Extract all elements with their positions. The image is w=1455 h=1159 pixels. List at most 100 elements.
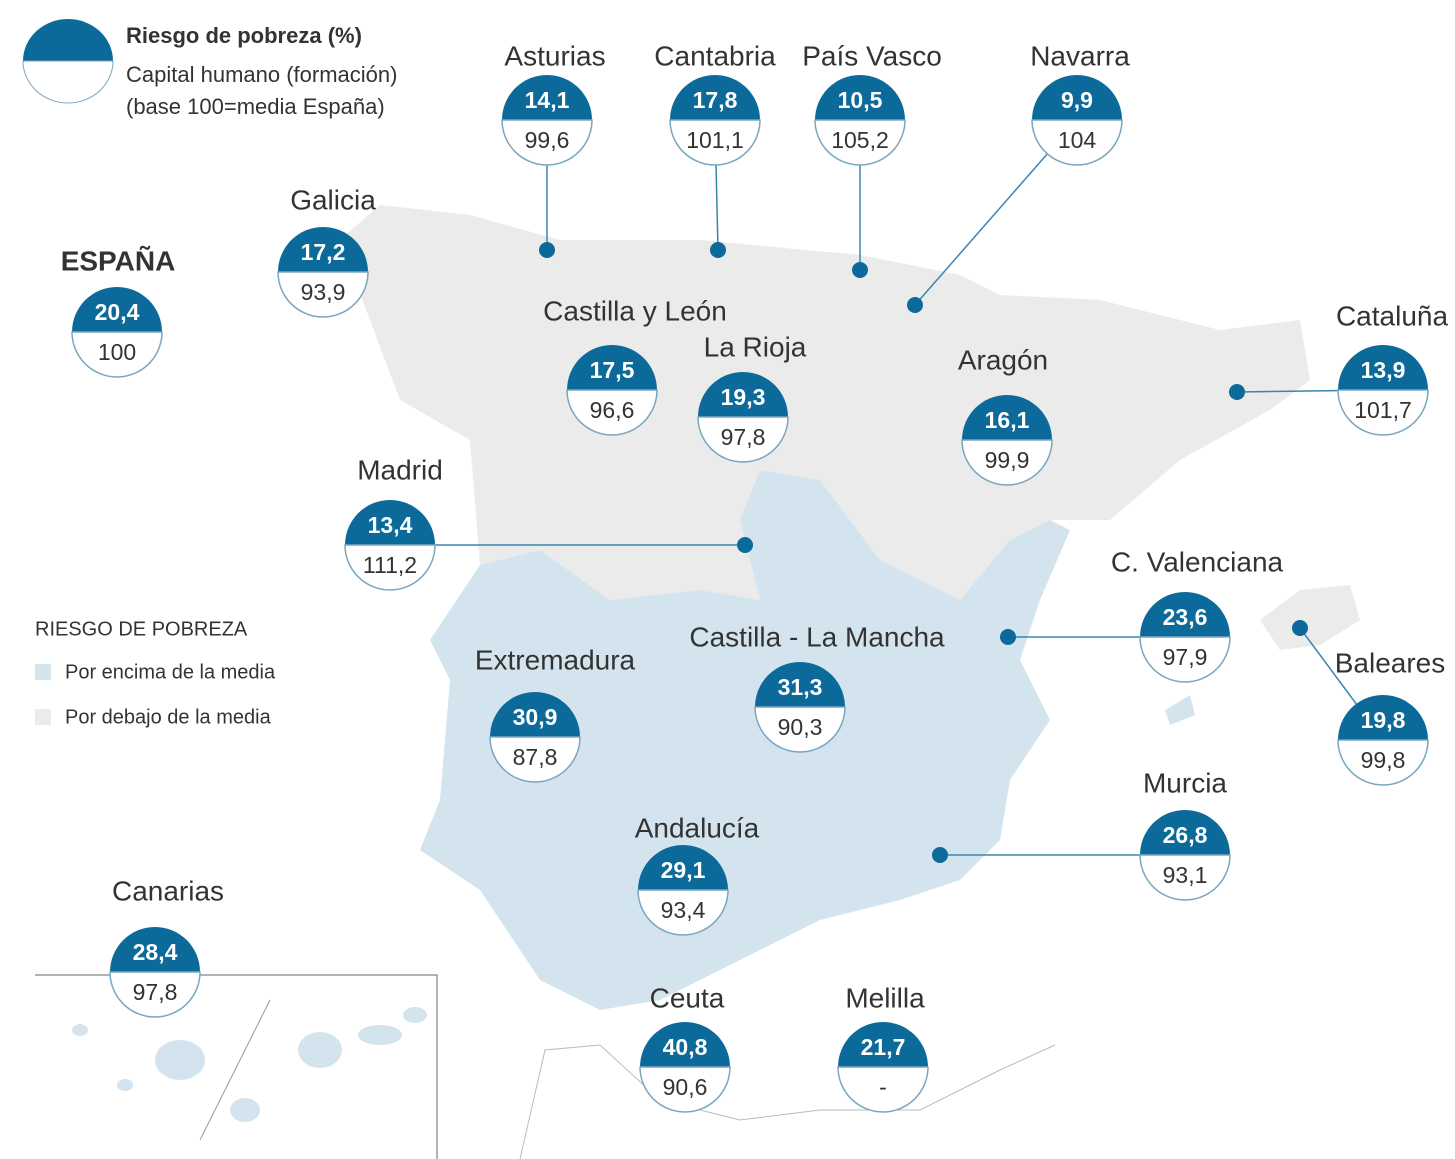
- legend-line: Capital humano (formación): [126, 62, 397, 87]
- capital-value: 99,6: [525, 127, 570, 153]
- risk-value: 19,8: [1361, 707, 1406, 733]
- region-name: Andalucía: [635, 812, 760, 843]
- circle-bottom: [669, 119, 761, 166]
- risk-value: 13,4: [368, 512, 413, 538]
- region-name: Melilla: [845, 982, 925, 1013]
- risk-value: 14,1: [525, 87, 570, 113]
- risk-value: 17,2: [301, 239, 346, 265]
- location-dot: [907, 297, 923, 313]
- region-name: País Vasco: [802, 40, 942, 71]
- capital-value: 87,8: [513, 744, 558, 770]
- legend-circle-bottom: [22, 60, 114, 104]
- capital-value: 97,8: [721, 424, 766, 450]
- key-label: Por encima de la media: [65, 661, 276, 683]
- circle-top: [1140, 592, 1230, 637]
- circle-top: [1032, 75, 1122, 120]
- location-dot: [539, 242, 555, 258]
- key-title: RIESGO DE POBREZA: [35, 618, 248, 640]
- circle-bottom: [1337, 389, 1429, 436]
- region-name: ESPAÑA: [61, 245, 176, 276]
- location-dot: [1292, 620, 1308, 636]
- legend-line: (base 100=media España): [126, 94, 385, 119]
- circle-top: [640, 1022, 730, 1067]
- capital-value: 100: [98, 339, 136, 365]
- island: [1260, 585, 1360, 650]
- circle-bottom: [837, 1066, 929, 1113]
- risk-value: 19,3: [721, 384, 766, 410]
- capital-value: 99,9: [985, 447, 1030, 473]
- risk-value: 17,5: [590, 357, 635, 383]
- capital-value: 93,1: [1163, 862, 1208, 888]
- circle-top: [638, 845, 728, 890]
- circle-bottom: [566, 389, 658, 436]
- island: [1165, 695, 1195, 725]
- circle-top: [1338, 345, 1428, 390]
- region-name: Canarias: [112, 875, 224, 906]
- risk-value: 40,8: [663, 1034, 708, 1060]
- key-swatch: [35, 664, 51, 680]
- region-name: Galicia: [290, 184, 376, 215]
- circle-top: [345, 500, 435, 545]
- circle-bottom: [1031, 119, 1123, 166]
- legend-circle-top: [23, 19, 113, 61]
- risk-value: 29,1: [661, 857, 706, 883]
- circle-top: [838, 1022, 928, 1067]
- circle-top: [962, 395, 1052, 440]
- key-swatch: [35, 709, 51, 725]
- circle-bottom: [639, 1066, 731, 1113]
- capital-value: 90,6: [663, 1074, 708, 1100]
- circle-bottom: [1139, 636, 1231, 683]
- region-above: [420, 470, 1070, 1010]
- risk-value: 20,4: [95, 299, 140, 325]
- map-shapes: [35, 205, 1360, 1159]
- capital-value: 99,8: [1361, 747, 1406, 773]
- circle-bottom: [501, 119, 593, 166]
- circle-bottom: [754, 706, 846, 753]
- capital-value: -: [879, 1074, 887, 1100]
- circle-top: [670, 75, 760, 120]
- circle-bottom: [961, 439, 1053, 486]
- risk-value: 26,8: [1163, 822, 1208, 848]
- region-name: Madrid: [357, 454, 443, 485]
- region-name: Murcia: [1143, 767, 1227, 798]
- risk-value: 23,6: [1163, 604, 1208, 630]
- risk-value: 31,3: [778, 674, 823, 700]
- circle-top: [755, 662, 845, 707]
- circle-top: [110, 927, 200, 972]
- circle-top: [815, 75, 905, 120]
- legend: Riesgo de pobreza (%) Capital humano (fo…: [22, 19, 397, 728]
- capital-value: 97,8: [133, 979, 178, 1005]
- region-name: Castilla - La Mancha: [689, 621, 945, 652]
- capital-value: 104: [1058, 127, 1097, 153]
- location-dot: [1229, 384, 1245, 400]
- capital-value: 105,2: [831, 127, 889, 153]
- circle-top: [72, 287, 162, 332]
- circle-top: [490, 692, 580, 737]
- region-name: Baleares: [1335, 647, 1446, 678]
- region-name: Cantabria: [654, 40, 776, 71]
- coast-africa: [519, 1044, 1056, 1159]
- risk-value: 17,8: [693, 87, 738, 113]
- circle-top: [567, 345, 657, 390]
- circle-top: [1140, 810, 1230, 855]
- circle-bottom: [489, 736, 581, 783]
- capital-value: 93,9: [301, 279, 346, 305]
- risk-value: 13,9: [1361, 357, 1406, 383]
- capital-value: 101,7: [1354, 397, 1412, 423]
- circle-bottom: [344, 544, 436, 591]
- circle-bottom: [109, 971, 201, 1018]
- region-name: Navarra: [1030, 40, 1130, 71]
- risk-value: 30,9: [513, 704, 558, 730]
- canarias-islands: [72, 1007, 427, 1122]
- location-dot: [737, 537, 753, 553]
- circle-bottom: [814, 119, 906, 166]
- risk-value: 9,9: [1061, 87, 1093, 113]
- region-name: Asturias: [504, 40, 605, 71]
- location-dot: [932, 847, 948, 863]
- location-dot: [710, 242, 726, 258]
- capital-value: 90,3: [778, 714, 823, 740]
- circle-bottom: [71, 331, 163, 378]
- region-below: [340, 205, 1310, 600]
- capital-value: 93,4: [661, 897, 706, 923]
